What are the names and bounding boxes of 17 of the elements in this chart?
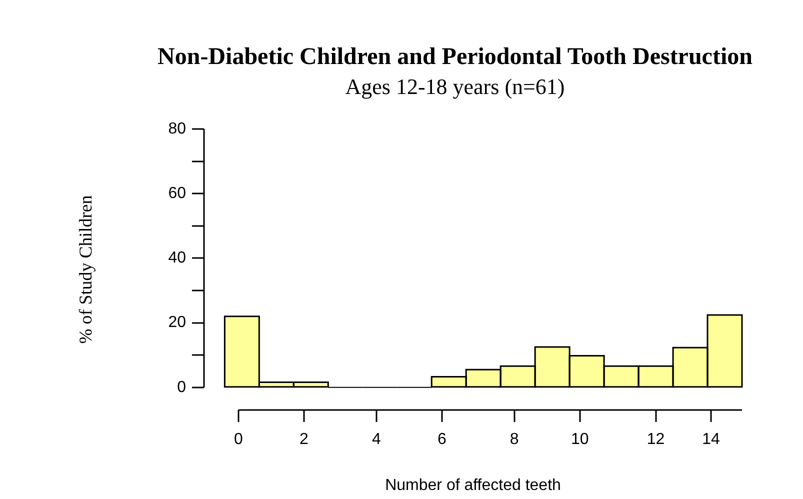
x-tick-label: 14 (702, 431, 720, 448)
x-tick-label: 6 (438, 431, 447, 448)
x-tick-label: 12 (646, 431, 665, 448)
y-axis-title: % of Study Children (76, 195, 96, 344)
x-tick-label: 8 (510, 431, 519, 448)
chart-title: Non-Diabetic Children and Periodontal Tooth Destruction (156, 44, 754, 71)
x-tick-label: 10 (571, 431, 589, 448)
y-tick-label: 60 (168, 185, 186, 202)
x-tick-label: 4 (372, 431, 381, 448)
x-axis-title: Number of affected teeth (385, 476, 561, 494)
x-tick-label: 0 (234, 431, 244, 448)
y-tick-label: 80 (168, 120, 186, 138)
x-tick-label: 2 (300, 431, 309, 448)
y-tick-label: 0 (177, 378, 186, 396)
y-tick-label: 20 (168, 314, 186, 332)
y-tick-label: 40 (168, 250, 186, 267)
chart-subtitle: Ages 12-18 years (n=61) (344, 74, 566, 100)
